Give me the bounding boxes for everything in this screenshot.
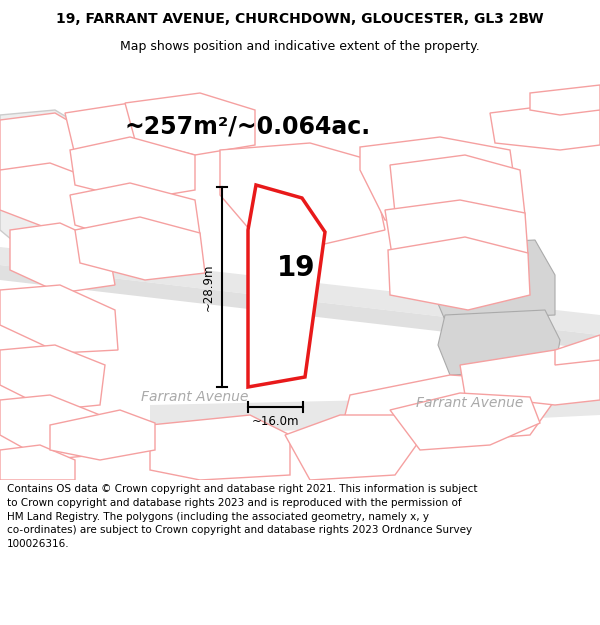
Polygon shape (125, 93, 255, 155)
Polygon shape (385, 200, 528, 270)
Polygon shape (390, 155, 525, 227)
Text: ~16.0m: ~16.0m (252, 415, 299, 428)
Polygon shape (430, 240, 555, 320)
Polygon shape (0, 285, 118, 353)
Polygon shape (65, 103, 190, 180)
Polygon shape (0, 445, 75, 480)
Polygon shape (555, 335, 600, 365)
Polygon shape (390, 393, 540, 450)
Text: Farrant Avenue: Farrant Avenue (416, 396, 524, 410)
Polygon shape (50, 410, 155, 460)
Polygon shape (0, 110, 145, 225)
Polygon shape (150, 415, 290, 480)
Polygon shape (75, 217, 205, 280)
Polygon shape (0, 247, 600, 335)
Polygon shape (0, 113, 110, 193)
Text: Farrant Avenue: Farrant Avenue (142, 390, 248, 404)
Polygon shape (388, 237, 530, 310)
Polygon shape (0, 163, 112, 233)
Polygon shape (285, 415, 420, 480)
Polygon shape (70, 137, 195, 200)
Polygon shape (530, 85, 600, 115)
Polygon shape (220, 143, 385, 245)
Polygon shape (0, 395, 100, 460)
Polygon shape (10, 223, 115, 293)
Polygon shape (248, 185, 325, 387)
Polygon shape (360, 137, 520, 230)
Polygon shape (0, 265, 600, 350)
Polygon shape (150, 395, 600, 435)
Text: Contains OS data © Crown copyright and database right 2021. This information is : Contains OS data © Crown copyright and d… (7, 484, 478, 549)
Text: 19, FARRANT AVENUE, CHURCHDOWN, GLOUCESTER, GL3 2BW: 19, FARRANT AVENUE, CHURCHDOWN, GLOUCEST… (56, 12, 544, 26)
Text: ~28.9m: ~28.9m (202, 263, 215, 311)
Polygon shape (340, 375, 555, 445)
Text: Map shows position and indicative extent of the property.: Map shows position and indicative extent… (120, 39, 480, 52)
Polygon shape (70, 183, 200, 245)
Text: ~257m²/~0.064ac.: ~257m²/~0.064ac. (125, 115, 371, 139)
Polygon shape (438, 310, 560, 375)
Polygon shape (0, 345, 105, 410)
Polygon shape (460, 350, 600, 405)
Text: 19: 19 (277, 254, 315, 282)
Polygon shape (0, 175, 145, 265)
Polygon shape (490, 103, 600, 150)
